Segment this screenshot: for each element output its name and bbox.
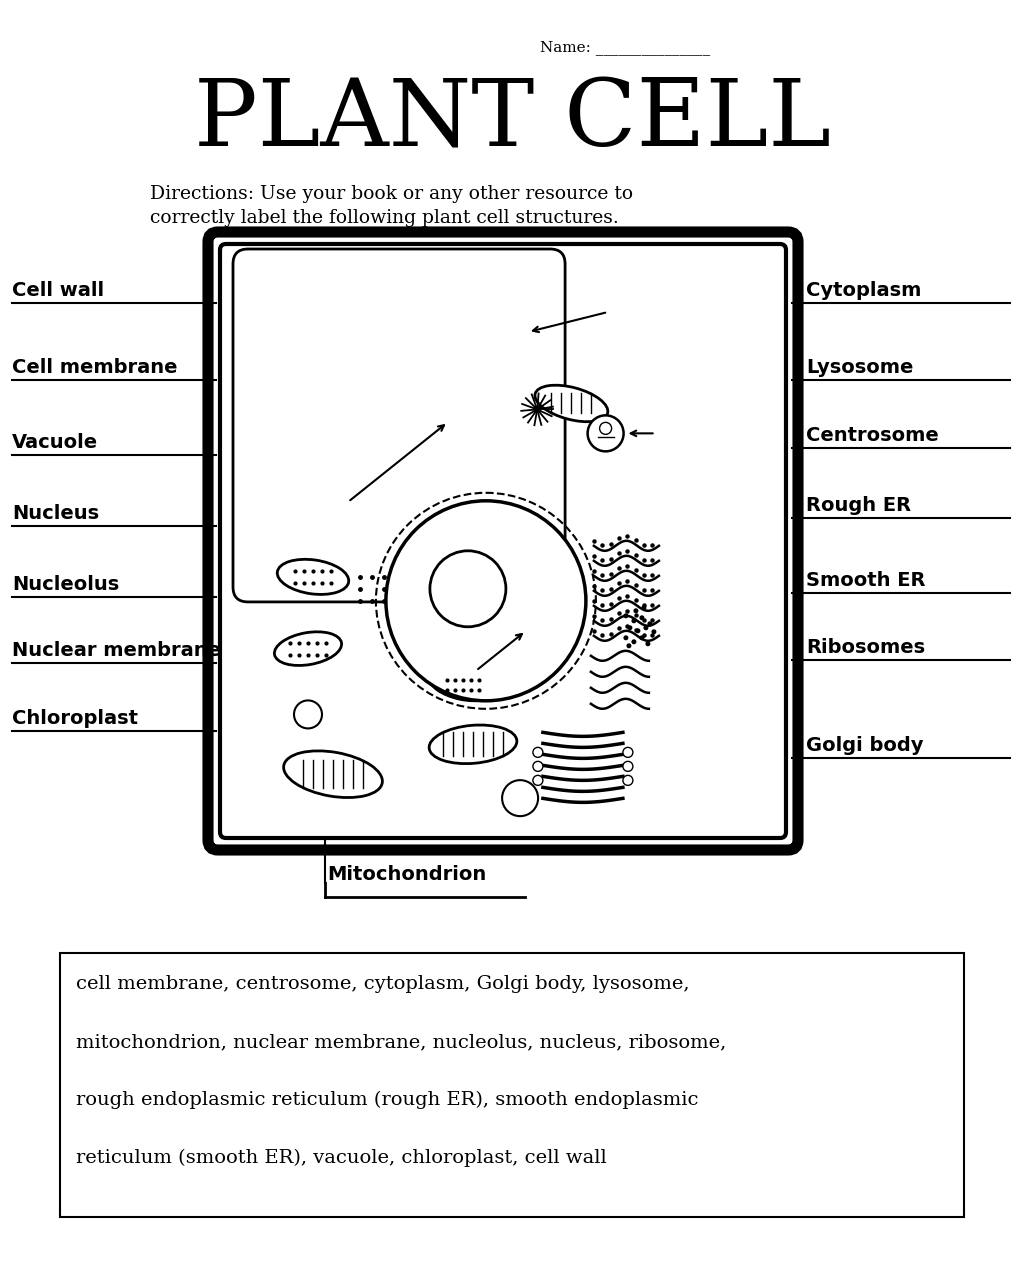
Ellipse shape bbox=[284, 751, 382, 798]
Text: Centrosome: Centrosome bbox=[806, 427, 939, 444]
Circle shape bbox=[632, 618, 636, 623]
Circle shape bbox=[647, 622, 652, 626]
FancyBboxPatch shape bbox=[60, 953, 964, 1217]
Text: mitochondrion, nuclear membrane, nucleolus, nucleus, ribosome,: mitochondrion, nuclear membrane, nucleol… bbox=[76, 1033, 726, 1051]
Text: Golgi body: Golgi body bbox=[806, 736, 924, 755]
Circle shape bbox=[624, 613, 629, 618]
Ellipse shape bbox=[274, 632, 342, 665]
Circle shape bbox=[636, 628, 640, 633]
Text: Nuclear membrane: Nuclear membrane bbox=[12, 641, 221, 660]
FancyBboxPatch shape bbox=[233, 249, 565, 601]
Circle shape bbox=[534, 406, 541, 412]
Circle shape bbox=[532, 761, 543, 771]
Text: Chloroplast: Chloroplast bbox=[12, 709, 138, 728]
Circle shape bbox=[645, 641, 650, 646]
Circle shape bbox=[430, 550, 506, 627]
Ellipse shape bbox=[278, 559, 349, 595]
Text: Cell wall: Cell wall bbox=[12, 281, 104, 300]
Text: Cell membrane: Cell membrane bbox=[12, 358, 177, 377]
Text: reticulum (smooth ER), vacuole, chloroplast, cell wall: reticulum (smooth ER), vacuole, chloropl… bbox=[76, 1149, 607, 1167]
Text: Rough ER: Rough ER bbox=[806, 495, 911, 515]
Text: Lysosome: Lysosome bbox=[806, 358, 913, 377]
Circle shape bbox=[623, 747, 633, 757]
Circle shape bbox=[532, 747, 543, 757]
Circle shape bbox=[623, 761, 633, 771]
Text: Directions: Use your book or any other resource to: Directions: Use your book or any other r… bbox=[150, 185, 633, 203]
Ellipse shape bbox=[430, 668, 497, 701]
Ellipse shape bbox=[535, 386, 608, 421]
Circle shape bbox=[632, 640, 636, 645]
Circle shape bbox=[634, 608, 638, 613]
Text: PLANT CELL: PLANT CELL bbox=[194, 75, 830, 165]
Text: Ribosomes: Ribosomes bbox=[806, 638, 925, 656]
Text: rough endoplasmic reticulum (rough ER), smooth endoplasmic: rough endoplasmic reticulum (rough ER), … bbox=[76, 1091, 698, 1110]
Circle shape bbox=[639, 635, 644, 640]
Circle shape bbox=[294, 700, 322, 728]
Text: cell membrane, centrosome, cytoplasm, Golgi body, lysosome,: cell membrane, centrosome, cytoplasm, Go… bbox=[76, 976, 689, 994]
Text: correctly label the following plant cell structures.: correctly label the following plant cell… bbox=[150, 209, 618, 227]
Ellipse shape bbox=[429, 725, 517, 764]
Circle shape bbox=[643, 626, 648, 631]
Circle shape bbox=[651, 630, 656, 635]
Circle shape bbox=[639, 616, 644, 621]
Circle shape bbox=[628, 626, 633, 631]
Text: Cytoplasm: Cytoplasm bbox=[806, 281, 922, 300]
Text: Smooth ER: Smooth ER bbox=[806, 571, 926, 590]
Circle shape bbox=[627, 644, 632, 649]
Circle shape bbox=[624, 635, 629, 640]
Text: Nucleolus: Nucleolus bbox=[12, 575, 119, 594]
Text: Vacuole: Vacuole bbox=[12, 433, 98, 452]
Circle shape bbox=[502, 780, 538, 816]
Circle shape bbox=[623, 775, 633, 785]
Text: Name: _______________: Name: _______________ bbox=[540, 41, 710, 55]
Circle shape bbox=[386, 501, 586, 701]
FancyBboxPatch shape bbox=[208, 232, 798, 850]
Text: Mitochondrion: Mitochondrion bbox=[327, 865, 486, 884]
Text: Nucleus: Nucleus bbox=[12, 504, 99, 524]
Circle shape bbox=[600, 423, 611, 434]
Circle shape bbox=[532, 775, 543, 785]
Circle shape bbox=[588, 415, 624, 451]
Circle shape bbox=[641, 605, 646, 610]
